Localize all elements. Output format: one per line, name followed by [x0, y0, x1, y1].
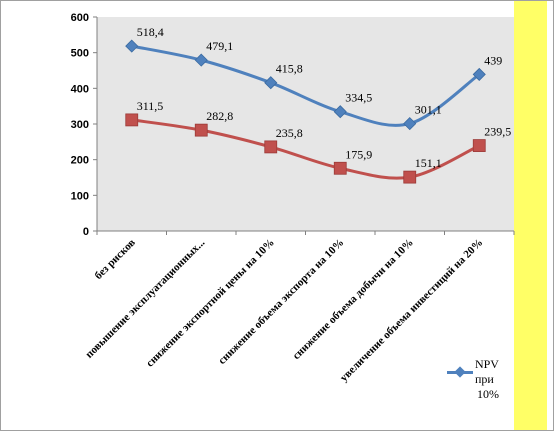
- data-label-npv: 439: [484, 53, 502, 67]
- data-label-series2: 175,9: [345, 147, 372, 161]
- point-npv: [264, 76, 278, 90]
- point-npv: [194, 53, 208, 67]
- point-npv: [333, 105, 347, 119]
- x-category-label: снижение экспортной цены на 10%: [144, 237, 277, 370]
- point-npv: [472, 67, 486, 81]
- y-tick-label: 400: [71, 83, 89, 95]
- point-series2: [264, 140, 278, 154]
- data-label-series2: 282,8: [206, 109, 233, 123]
- y-tick-label: 600: [71, 12, 89, 24]
- x-category-label: снижение объема экспорта на 10%: [216, 237, 346, 367]
- data-label-series2: 235,8: [276, 126, 303, 140]
- series-line-series2: [131, 118, 480, 180]
- point-series2: [472, 139, 486, 152]
- point-series2: [403, 170, 417, 184]
- point-npv: [125, 39, 139, 53]
- x-category-label: снижение объема добычи на 10%: [290, 237, 415, 362]
- point-npv: [403, 117, 417, 131]
- x-category-label: без рисков: [93, 237, 138, 282]
- data-label-series2: 239,5: [484, 125, 511, 139]
- legend-swatch-npv: [447, 366, 473, 378]
- legend-entry-npv: NPV при: [447, 357, 517, 387]
- legend-label-line1: NPV при: [474, 357, 499, 386]
- data-label-series2: 151,1: [415, 156, 442, 170]
- y-tick-label: 0: [83, 226, 89, 238]
- point-series2: [125, 113, 139, 127]
- data-label-series2: 311,5: [137, 99, 164, 113]
- yellow-side-strip: [514, 1, 547, 430]
- legend: NPV при 10%: [447, 357, 517, 401]
- series-line-npv: [131, 44, 481, 127]
- data-label-npv: 479,1: [206, 39, 233, 53]
- x-category-label: повышение эксплуатационных...: [83, 236, 207, 360]
- legend-label-line2: 10%: [477, 387, 499, 401]
- y-tick-label: 100: [71, 190, 89, 202]
- y-tick-label: 200: [71, 155, 89, 167]
- y-tick-label: 500: [71, 48, 89, 60]
- point-series2: [194, 123, 208, 137]
- point-series2: [333, 161, 347, 175]
- data-label-npv: 415,8: [276, 62, 303, 76]
- data-label-npv: 334,5: [345, 91, 372, 105]
- y-tick-label: 300: [71, 119, 89, 131]
- data-label-npv: 301,1: [415, 103, 442, 117]
- data-label-npv: 518,4: [137, 25, 164, 39]
